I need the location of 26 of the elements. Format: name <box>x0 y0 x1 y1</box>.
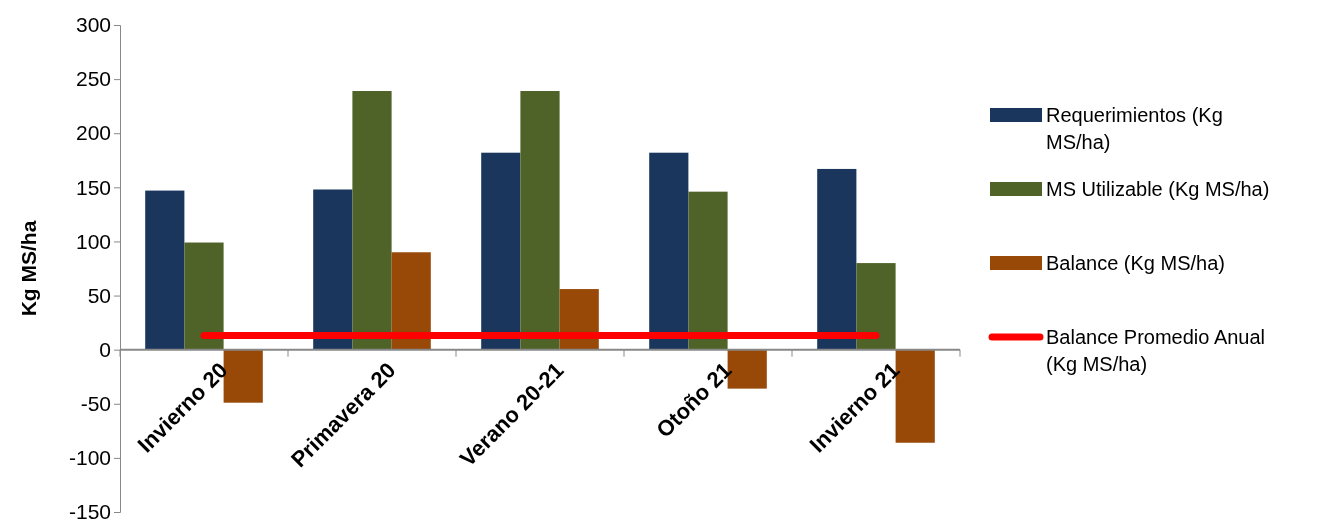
y-tick-label: 150 <box>75 175 111 199</box>
bar <box>352 91 392 350</box>
y-tick-label: 100 <box>75 229 111 253</box>
legend-label: Balance (Kg MS/ha) <box>1046 252 1225 274</box>
legend-label: Requerimientos (Kg MS/ha) <box>1046 104 1223 153</box>
bar <box>520 91 560 350</box>
y-tick-label: -50 <box>80 392 111 415</box>
bar <box>391 252 431 350</box>
bar <box>184 242 224 350</box>
bar <box>856 263 896 350</box>
bar <box>817 168 857 350</box>
bar <box>145 190 185 350</box>
bar <box>313 189 353 350</box>
bar <box>688 191 728 350</box>
y-tick-label: -100 <box>68 446 111 470</box>
y-tick-label: 300 <box>75 13 111 37</box>
y-tick-label: 50 <box>87 283 111 307</box>
y-tick-label: 0 <box>99 337 111 361</box>
legend-label: MS Utilizable (Kg MS/ha) <box>1046 178 1270 200</box>
bar <box>649 152 689 350</box>
y-tick-label: 250 <box>75 67 111 91</box>
bar <box>481 152 521 350</box>
y-tick-label: 200 <box>75 121 111 145</box>
legend-label: Balance Promedio Anual (Kg MS/ha) <box>1046 326 1266 375</box>
y-tick-label: -150 <box>68 500 111 523</box>
y-axis-title: Kg MS/ha <box>17 220 40 317</box>
